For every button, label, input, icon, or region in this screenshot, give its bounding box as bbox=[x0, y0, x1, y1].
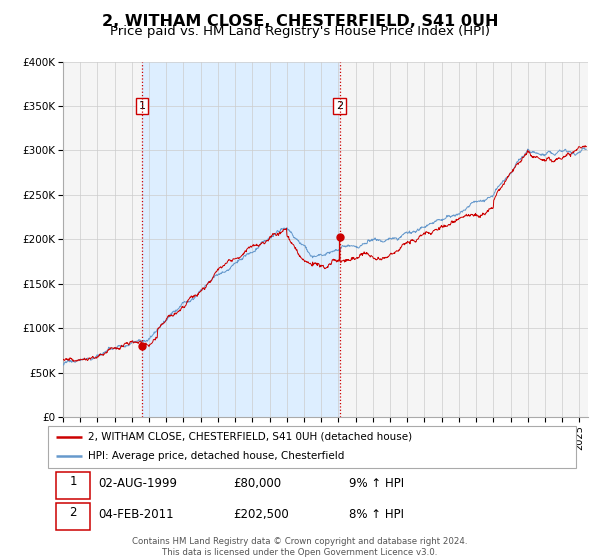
Text: This data is licensed under the Open Government Licence v3.0.: This data is licensed under the Open Gov… bbox=[163, 548, 437, 557]
Text: Contains HM Land Registry data © Crown copyright and database right 2024.: Contains HM Land Registry data © Crown c… bbox=[132, 537, 468, 546]
Text: 9% ↑ HPI: 9% ↑ HPI bbox=[349, 477, 404, 490]
Text: 2: 2 bbox=[70, 506, 77, 519]
FancyBboxPatch shape bbox=[48, 426, 576, 468]
Text: 2, WITHAM CLOSE, CHESTERFIELD, S41 0UH: 2, WITHAM CLOSE, CHESTERFIELD, S41 0UH bbox=[102, 14, 498, 29]
Text: 1: 1 bbox=[139, 101, 145, 111]
Text: 04-FEB-2011: 04-FEB-2011 bbox=[98, 508, 174, 521]
Text: 2: 2 bbox=[336, 101, 343, 111]
Text: £80,000: £80,000 bbox=[233, 477, 281, 490]
Text: Price paid vs. HM Land Registry's House Price Index (HPI): Price paid vs. HM Land Registry's House … bbox=[110, 25, 490, 38]
Text: 8% ↑ HPI: 8% ↑ HPI bbox=[349, 508, 404, 521]
Text: 02-AUG-1999: 02-AUG-1999 bbox=[98, 477, 177, 490]
FancyBboxPatch shape bbox=[56, 503, 90, 530]
FancyBboxPatch shape bbox=[56, 472, 90, 498]
Text: 1: 1 bbox=[70, 475, 77, 488]
Text: HPI: Average price, detached house, Chesterfield: HPI: Average price, detached house, Ches… bbox=[88, 451, 344, 461]
Bar bbox=[142, 62, 340, 417]
Text: 2, WITHAM CLOSE, CHESTERFIELD, S41 0UH (detached house): 2, WITHAM CLOSE, CHESTERFIELD, S41 0UH (… bbox=[88, 432, 412, 442]
Text: £202,500: £202,500 bbox=[233, 508, 289, 521]
